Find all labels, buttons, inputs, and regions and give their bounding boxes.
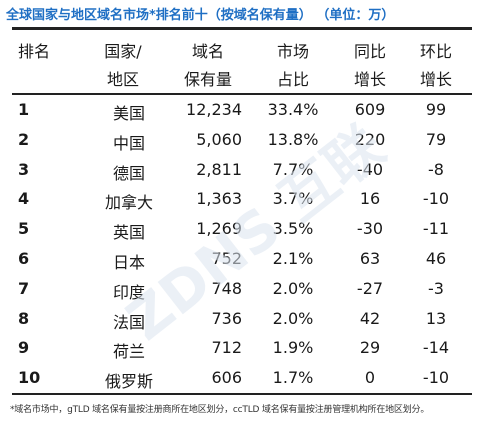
cell-qoq: -3 [428, 278, 444, 298]
cell-qoq: -8 [428, 159, 444, 179]
cell-count: 5,060 [196, 129, 242, 149]
cell-qoq: 13 [425, 308, 447, 328]
cell-qoq: -10 [422, 368, 450, 388]
cell-rank: 10 [18, 368, 41, 388]
table-title: 全球国家与地区域名市场*排名前十（按域名保有量） （单位：万） [6, 8, 395, 23]
header-country-line1: 国家/ [104, 42, 142, 61]
cell-count: 748 [211, 278, 242, 298]
cell-share: 33.4% [267, 100, 319, 119]
cell-yoy: 42 [359, 308, 381, 328]
table-row: 7 印度 748 2.0% -27 -3 [12, 274, 472, 304]
cell-yoy: 220 [354, 129, 386, 149]
cell-share: 1.9% [272, 338, 314, 358]
table-body: 1 美国 12,234 33.4% 609 99 2 中国 5,060 13.8… [12, 95, 472, 393]
cell-count: 752 [211, 248, 242, 268]
cell-yoy: 0 [364, 368, 376, 388]
cell-country: 德国 [112, 163, 145, 183]
cell-share: 1.7% [272, 368, 314, 388]
cell-qoq: -10 [422, 189, 450, 209]
cell-count: 1,363 [196, 189, 242, 209]
cell-qoq: -14 [422, 338, 450, 358]
table-row: 5 英国 1,269 3.5% -30 -11 [12, 214, 472, 244]
cell-rank: 4 [18, 189, 30, 209]
table-row: 3 德国 2,811 7.7% -40 -8 [12, 155, 472, 185]
cell-qoq: 79 [425, 129, 447, 149]
cell-count: 606 [211, 368, 242, 388]
cell-yoy: -40 [356, 159, 384, 179]
cell-share: 7.7% [272, 159, 314, 179]
header-qoq-line2: 增长 [419, 70, 452, 89]
cell-country: 美国 [112, 104, 145, 123]
cell-rank: 3 [18, 159, 30, 179]
cell-country: 法国 [112, 312, 145, 332]
cell-country: 加拿大 [104, 193, 153, 213]
cell-yoy: 63 [359, 248, 381, 268]
cell-country: 俄罗斯 [104, 372, 153, 392]
cell-country: 荷兰 [112, 342, 145, 362]
table-row: 10 俄罗斯 606 1.7% 0 -10 [12, 363, 472, 393]
cell-rank: 9 [18, 338, 30, 358]
header-qoq-line1: 环比 [419, 42, 452, 61]
cell-count: 2,811 [196, 159, 242, 179]
cell-yoy: -30 [356, 219, 384, 239]
header-count-line2: 保有量 [183, 70, 232, 89]
cell-rank: 6 [18, 248, 30, 268]
cell-yoy: 609 [354, 100, 386, 119]
table-row: 1 美国 12,234 33.4% 609 99 [12, 95, 472, 125]
cell-qoq: -11 [422, 219, 450, 239]
cell-yoy: -27 [356, 278, 384, 298]
cell-share: 2.1% [272, 248, 314, 268]
cell-qoq: 99 [425, 100, 447, 119]
cell-rank: 8 [18, 308, 30, 328]
top-rule [12, 27, 472, 30]
cell-rank: 7 [18, 278, 30, 298]
table-row: 2 中国 5,060 13.8% 220 79 [12, 125, 472, 155]
cell-share: 2.0% [272, 308, 314, 328]
cell-rank: 1 [18, 100, 30, 119]
header-country-line2: 地区 [106, 70, 139, 89]
header-rule [12, 93, 472, 95]
header-share-line1: 市场 [276, 42, 309, 61]
cell-country: 印度 [112, 282, 145, 302]
cell-count: 12,234 [186, 100, 242, 119]
header-rank: 排名 [18, 42, 51, 61]
cell-count: 736 [211, 308, 242, 328]
cell-count: 1,269 [196, 219, 242, 239]
cell-yoy: 16 [359, 189, 381, 209]
cell-count: 712 [211, 338, 242, 358]
table-row: 4 加拿大 1,363 3.7% 16 -10 [12, 184, 472, 214]
cell-share: 13.8% [267, 129, 319, 149]
header-share-line2: 占比 [276, 70, 309, 89]
footnote: *域名市场中，gTLD 域名保有量按注册商所在地区划分，ccTLD 域名保有量按… [10, 405, 430, 415]
header-yoy-line1: 同比 [353, 42, 386, 61]
cell-rank: 2 [18, 129, 30, 149]
table-row: 6 日本 752 2.1% 63 46 [12, 244, 472, 274]
cell-yoy: 29 [359, 338, 381, 358]
table-row: 8 法国 736 2.0% 42 13 [12, 304, 472, 334]
header-yoy-line2: 增长 [353, 70, 386, 89]
cell-share: 2.0% [272, 278, 314, 298]
cell-country: 日本 [112, 252, 145, 272]
table-row: 9 荷兰 712 1.9% 29 -14 [12, 333, 472, 363]
bottom-rule [12, 393, 472, 395]
cell-country: 中国 [112, 133, 145, 153]
cell-share: 3.7% [272, 189, 314, 209]
header-count-line1: 域名 [191, 42, 224, 61]
cell-rank: 5 [18, 219, 30, 239]
cell-share: 3.5% [272, 219, 314, 239]
cell-country: 英国 [112, 223, 145, 243]
cell-qoq: 46 [425, 248, 447, 268]
